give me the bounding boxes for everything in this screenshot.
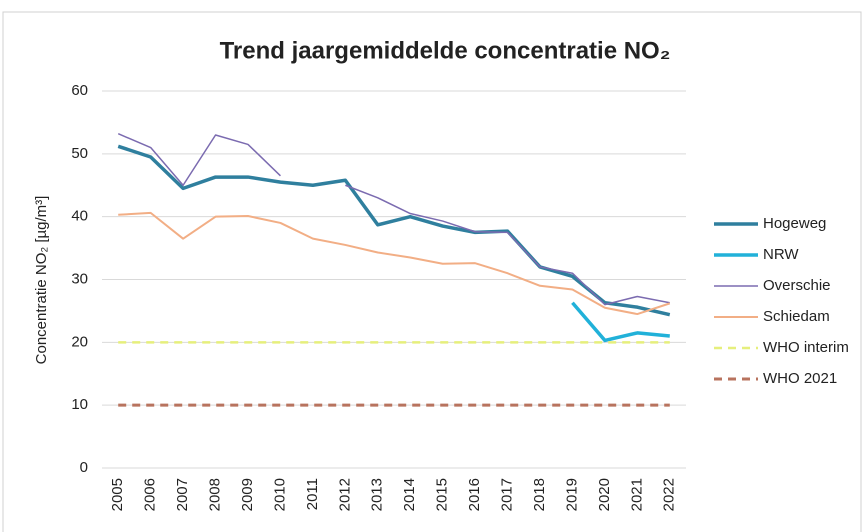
y-tick-label: 10 xyxy=(71,396,88,413)
legend-label: WHO 2021 xyxy=(763,370,837,387)
x-tick-label: 2013 xyxy=(369,478,386,511)
y-tick-label: 20 xyxy=(71,333,88,350)
x-tick-label: 2006 xyxy=(142,478,159,511)
x-tick-label: 2022 xyxy=(661,478,678,511)
y-tick-label: 50 xyxy=(71,145,88,162)
y-tick-label: 30 xyxy=(71,270,88,287)
x-tick-label: 2009 xyxy=(239,478,256,511)
x-tick-label: 2010 xyxy=(271,478,288,511)
chart-frame xyxy=(2,11,862,532)
series-line xyxy=(117,144,671,317)
x-tick-label: 2005 xyxy=(109,478,126,511)
legend-label: WHO interim xyxy=(763,339,849,356)
x-tick-label: 2008 xyxy=(207,478,224,511)
y-axis-label: Concentratie NO₂ [µg/m³] xyxy=(33,196,50,365)
legend-label: Schiedam xyxy=(763,308,830,325)
x-tick-label: 2017 xyxy=(499,478,516,511)
x-tick-label: 2016 xyxy=(466,478,483,511)
legend-label: NRW xyxy=(763,246,799,263)
x-tick-label: 2018 xyxy=(531,478,548,511)
y-tick-label: 60 xyxy=(71,82,88,99)
x-tick-label: 2011 xyxy=(304,478,321,510)
chart-title: Trend jaargemiddelde concentratie NO₂ xyxy=(220,37,671,64)
series-line xyxy=(117,133,670,306)
series-line xyxy=(571,301,670,343)
x-tick-label: 2014 xyxy=(401,478,418,511)
x-tick-label: 2007 xyxy=(174,478,191,511)
series-line xyxy=(118,211,671,316)
y-tick-label: 0 xyxy=(80,459,88,476)
x-tick-label: 2015 xyxy=(434,478,451,511)
x-tick-label: 2012 xyxy=(336,478,353,511)
legend-label: Hogeweg xyxy=(763,215,826,232)
x-tick-label: 2019 xyxy=(563,478,580,511)
legend-label: Overschie xyxy=(763,277,831,294)
y-tick-label: 40 xyxy=(71,208,88,225)
x-tick-label: 2020 xyxy=(596,478,613,511)
x-tick-label: 2021 xyxy=(628,478,645,511)
